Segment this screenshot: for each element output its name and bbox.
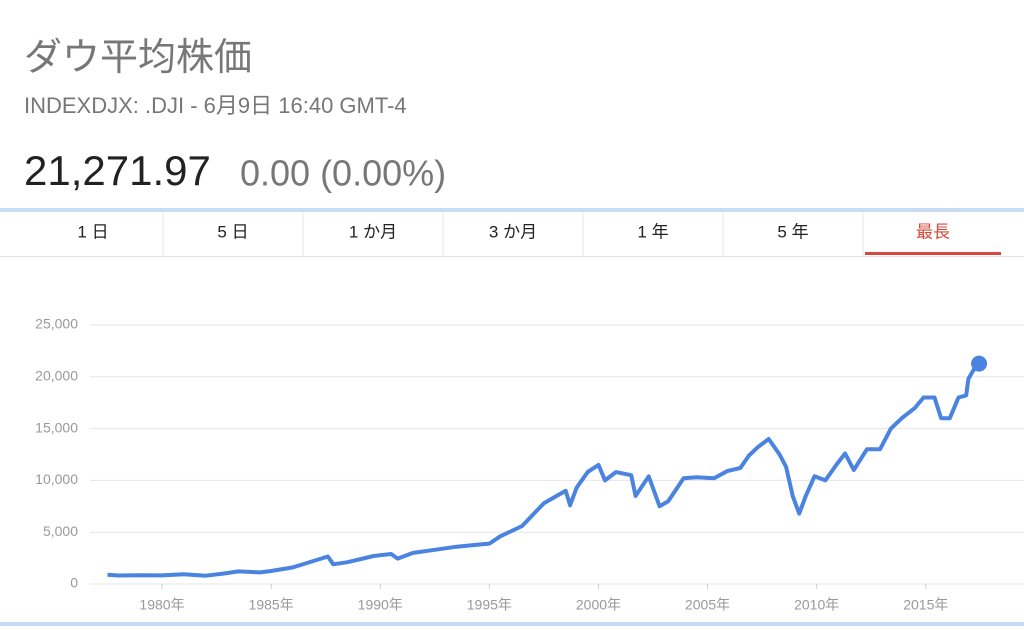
bottom-rule (0, 622, 1024, 626)
tab-label[interactable]: 5 年 (777, 222, 808, 241)
tab-label[interactable]: 1 日 (77, 222, 108, 241)
x-tick-label: 1995年 (467, 597, 512, 613)
subtitle: INDEXDJX: .DJI - 6月9日 16:40 GMT-4 (24, 93, 407, 118)
tab-rule (0, 256, 1024, 257)
x-tick-label: 2010年 (794, 597, 839, 613)
tab[interactable] (863, 213, 1003, 256)
tab[interactable] (163, 213, 303, 256)
tab-label[interactable]: 3 か月 (489, 222, 537, 241)
x-tick-label: 1980年 (139, 597, 184, 613)
tab-underline (865, 252, 1001, 255)
y-tick-label: 0 (70, 575, 78, 591)
x-tick-label: 1985年 (249, 597, 294, 613)
price-change: 0.00 (0.00%) (240, 153, 446, 194)
tab[interactable] (303, 213, 443, 256)
tab-label[interactable]: 最長 (916, 222, 950, 241)
x-tick-label: 2000年 (576, 597, 621, 613)
tab-label[interactable]: 1 か月 (349, 222, 397, 241)
top-rule (0, 208, 1024, 212)
y-tick-label: 25,000 (35, 316, 78, 332)
x-tick-label: 2005年 (685, 597, 730, 613)
y-tick-label: 15,000 (35, 419, 78, 435)
x-tick-label: 2015年 (903, 597, 948, 613)
tab[interactable] (443, 213, 583, 256)
title: ダウ平均株価 (24, 37, 252, 79)
tab[interactable] (23, 213, 163, 256)
tab[interactable] (583, 213, 723, 256)
price: 21,271.97 (24, 147, 211, 194)
price-line (107, 362, 981, 578)
tab-label[interactable]: 1 年 (637, 222, 668, 241)
y-tick-label: 20,000 (35, 368, 78, 384)
y-tick-label: 5,000 (43, 523, 78, 539)
tab[interactable] (723, 213, 863, 256)
x-tick-label: 1990年 (358, 597, 403, 613)
tab-label[interactable]: 5 日 (217, 222, 248, 241)
y-tick-label: 10,000 (35, 471, 78, 487)
last-point (971, 355, 988, 372)
